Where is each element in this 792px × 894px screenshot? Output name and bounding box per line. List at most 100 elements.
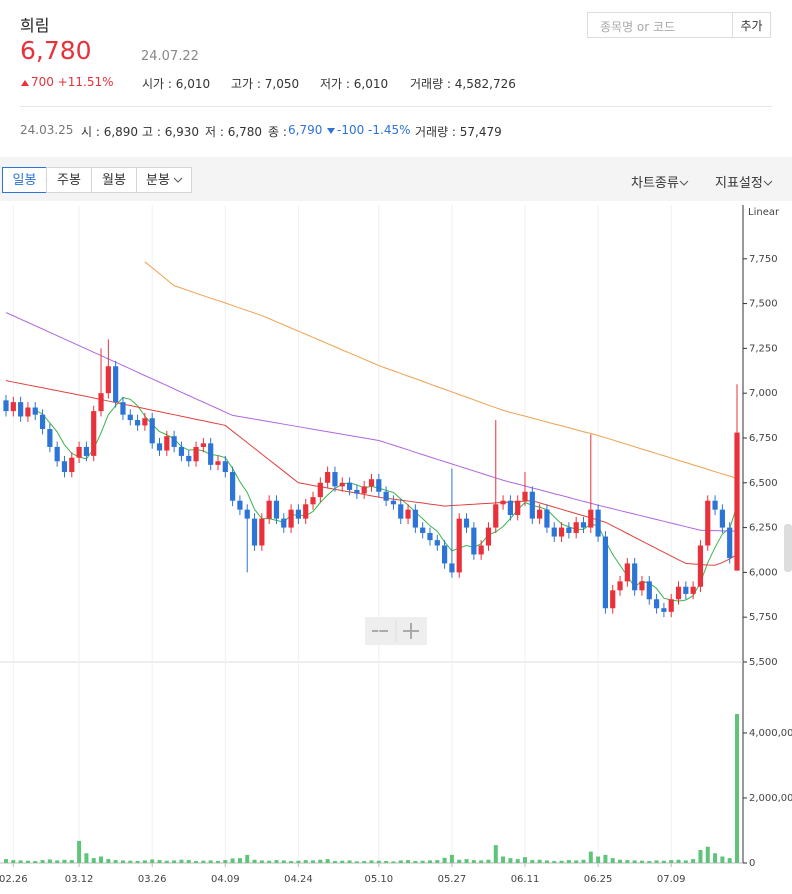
x-tick-label: 05.27	[438, 874, 467, 885]
volume-bar	[354, 861, 359, 863]
volume-bar	[194, 861, 199, 863]
volume-bar	[230, 858, 235, 863]
candle-body	[47, 429, 53, 447]
zoom-control[interactable]	[365, 617, 427, 645]
volume-bar	[544, 860, 549, 863]
volume-bar	[289, 861, 294, 863]
candle-body	[632, 563, 638, 591]
candle-body	[727, 527, 733, 559]
info-close: 6,790	[288, 123, 323, 137]
volume-bar	[223, 860, 228, 863]
candle-body	[493, 504, 499, 528]
volume-bar	[332, 861, 337, 863]
x-tick-label: 04.09	[211, 874, 240, 885]
candle-body	[566, 527, 572, 533]
volume-bar	[113, 860, 118, 863]
tab-daily[interactable]: 일봉	[2, 167, 47, 193]
candle-body	[463, 518, 470, 528]
candle-body	[18, 402, 24, 417]
candle-body	[697, 545, 704, 587]
candle-body	[310, 497, 316, 505]
y-tick-label: 2,000,000	[749, 793, 792, 804]
candle-body	[551, 527, 557, 537]
volume-bar	[157, 860, 162, 863]
candle-body	[76, 446, 82, 458]
volume-bar	[654, 860, 659, 863]
x-tick-label: 05.10	[364, 874, 393, 885]
volume-bar	[515, 859, 520, 863]
volume-bar	[464, 859, 469, 863]
candle-body	[346, 482, 353, 490]
info-item: 고 : 6,930	[142, 125, 200, 139]
candle-body	[522, 491, 528, 501]
moving-average	[5, 312, 738, 532]
candle-body	[91, 411, 97, 456]
candle-body	[186, 455, 192, 462]
y-tick-label: 7,250	[749, 343, 778, 354]
volume-bar	[508, 858, 513, 863]
candle-body	[683, 586, 689, 594]
search-placeholder: 종목명 or 코드	[600, 20, 676, 34]
volume-bar	[413, 861, 418, 863]
candle-body	[471, 527, 477, 555]
volume-bar	[639, 860, 644, 863]
candle-body	[54, 446, 60, 462]
volume-bar	[47, 859, 52, 863]
change: 700 +11.51%	[31, 75, 114, 89]
candle-body	[610, 590, 616, 609]
add-button[interactable]: 추가	[732, 12, 771, 38]
volume-bar	[486, 859, 491, 863]
candle-body	[434, 540, 440, 546]
volume-bar	[311, 860, 316, 863]
candle-body	[134, 420, 141, 426]
indicator-menu[interactable]: 지표설정	[715, 172, 773, 191]
chevron	[679, 180, 689, 186]
stock-name: 희림	[20, 16, 50, 35]
candle-body	[588, 509, 594, 528]
volume-bar	[215, 861, 220, 863]
y-tick-label: 5,750	[749, 612, 778, 623]
info-volume: 거래량 : 57,479	[415, 125, 502, 139]
candle-body	[515, 500, 521, 516]
volume-bar	[274, 860, 279, 863]
candle-body	[215, 461, 221, 465]
y-tick-label: 6,000	[749, 567, 778, 578]
candle-body	[412, 509, 418, 528]
candle-body	[456, 518, 462, 573]
volume-bar	[128, 860, 133, 863]
menu-label: 차트종류	[631, 176, 679, 191]
volume-bar	[566, 860, 571, 863]
candle-body	[288, 509, 294, 528]
tab-weekly[interactable]: 주봉	[46, 167, 92, 193]
y-tick-label: 6,750	[749, 433, 778, 444]
candle-body	[427, 532, 433, 541]
volume-bar	[391, 861, 396, 863]
candle-body	[339, 482, 345, 487]
side-handle[interactable]	[784, 524, 792, 572]
volume-bar	[713, 853, 718, 863]
scale-label: Linear	[748, 207, 780, 218]
candle-body	[32, 407, 38, 415]
candle-body	[230, 472, 236, 501]
volume-bar	[574, 860, 579, 863]
candle-body	[639, 581, 645, 591]
candle-body	[449, 563, 455, 573]
candle-body	[580, 522, 587, 528]
candle-body	[442, 545, 448, 564]
volume-bar	[610, 858, 615, 863]
chart-type-menu[interactable]: 차트종류	[631, 172, 689, 191]
candle-body	[420, 527, 426, 533]
volume-bar	[603, 854, 608, 863]
candle-body	[156, 443, 163, 451]
x-tick-label: 04.24	[284, 874, 313, 885]
y-tick-label: 7,750	[749, 254, 778, 265]
y-tick-label: 7,500	[749, 299, 778, 310]
menu-label: 지표설정	[715, 176, 763, 191]
tab-minute[interactable]: 분봉	[136, 167, 192, 193]
candle-body	[573, 522, 579, 533]
volume-bar	[501, 856, 506, 863]
tab-monthly[interactable]: 월봉	[91, 167, 137, 193]
candle-body	[544, 509, 550, 528]
